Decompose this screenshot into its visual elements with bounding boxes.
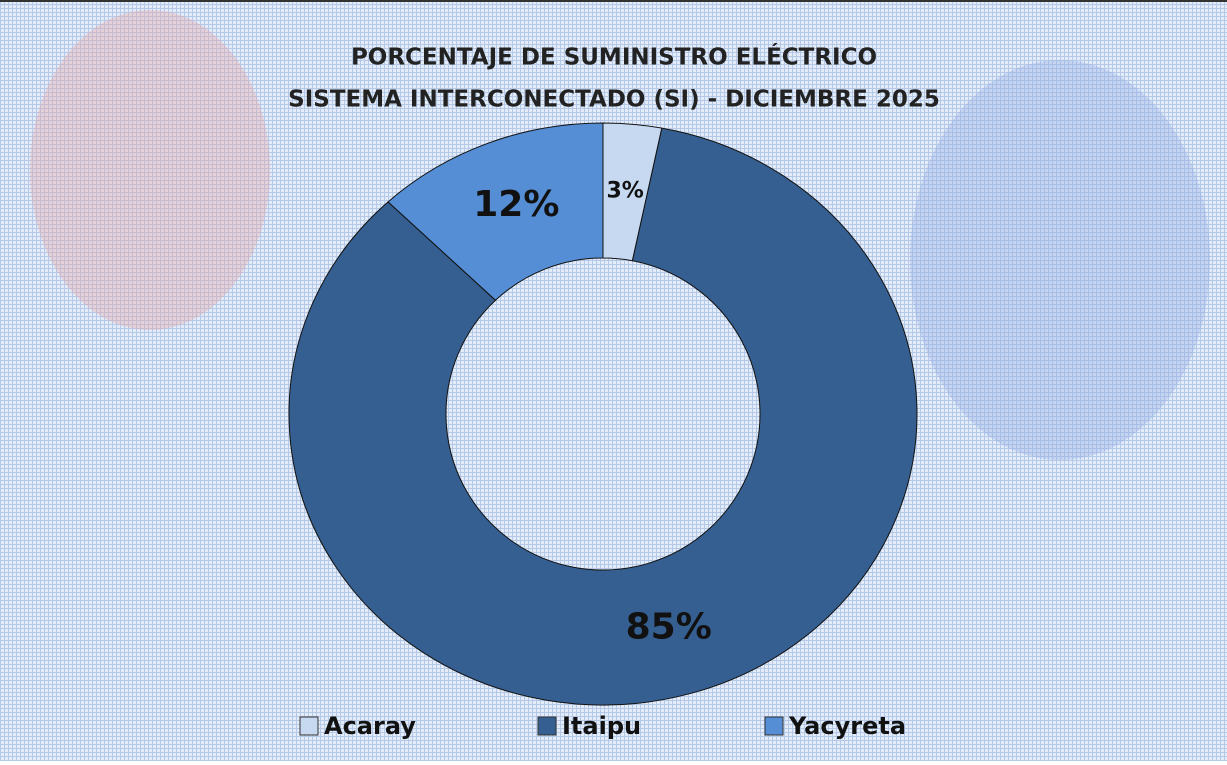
legend-swatch: [765, 717, 783, 735]
data-label: 3%: [606, 178, 643, 203]
watermark-shape: [30, 10, 270, 330]
chart-title: SISTEMA INTERCONECTADO (SI) - DICIEMBRE …: [288, 87, 940, 113]
legend-label: Itaipu: [562, 712, 641, 740]
data-label: 12%: [473, 184, 559, 225]
top-border: [0, 0, 1227, 2]
data-label: 85%: [626, 607, 712, 648]
legend-label: Acaray: [324, 712, 416, 740]
legend-swatch: [300, 717, 318, 735]
legend-swatch: [538, 717, 556, 735]
watermark-shape: [910, 60, 1210, 460]
legend-label: Yacyreta: [788, 712, 906, 740]
chart-title: PORCENTAJE DE SUMINISTRO ELÉCTRICO: [351, 43, 877, 71]
chart: PORCENTAJE DE SUMINISTRO ELÉCTRICO SISTE…: [0, 0, 1227, 761]
